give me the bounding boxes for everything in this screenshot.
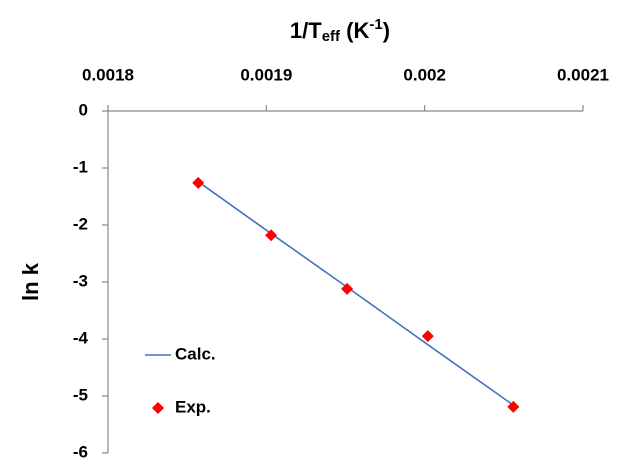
- x-tick-label: 0.002: [403, 65, 446, 84]
- y-tick-label: -2: [73, 214, 88, 233]
- legend-label: Exp.: [175, 397, 211, 416]
- x-axis-title-part: ): [383, 18, 390, 43]
- calc-line: [197, 181, 514, 406]
- exp-marker: [507, 400, 520, 413]
- x-axis-title-part: 1/T: [290, 18, 322, 43]
- legend-marker: [152, 402, 164, 414]
- exp-marker: [341, 282, 354, 295]
- x-tick-label: 0.0019: [240, 65, 292, 84]
- x-axis-title-part: (K: [340, 18, 369, 43]
- y-tick-label: -3: [73, 271, 88, 290]
- y-tick-label: -6: [73, 442, 88, 461]
- exp-marker: [192, 176, 205, 189]
- y-tick-label: 0: [79, 100, 88, 119]
- legend-label: Calc.: [175, 344, 216, 363]
- x-tick-label: 0.0021: [557, 65, 609, 84]
- y-tick-label: -1: [73, 157, 88, 176]
- y-axis-title: ln k: [18, 262, 43, 301]
- exp-marker: [265, 229, 278, 242]
- y-tick-label: -4: [73, 328, 89, 347]
- y-tick-label: -5: [73, 385, 88, 404]
- exp-marker: [421, 330, 434, 343]
- x-axis-title-sub: eff: [322, 28, 341, 45]
- x-tick-label: 0.0018: [82, 65, 134, 84]
- x-axis-title: 1/Teff (K-1): [290, 16, 390, 45]
- x-axis-title-sup: -1: [369, 16, 382, 33]
